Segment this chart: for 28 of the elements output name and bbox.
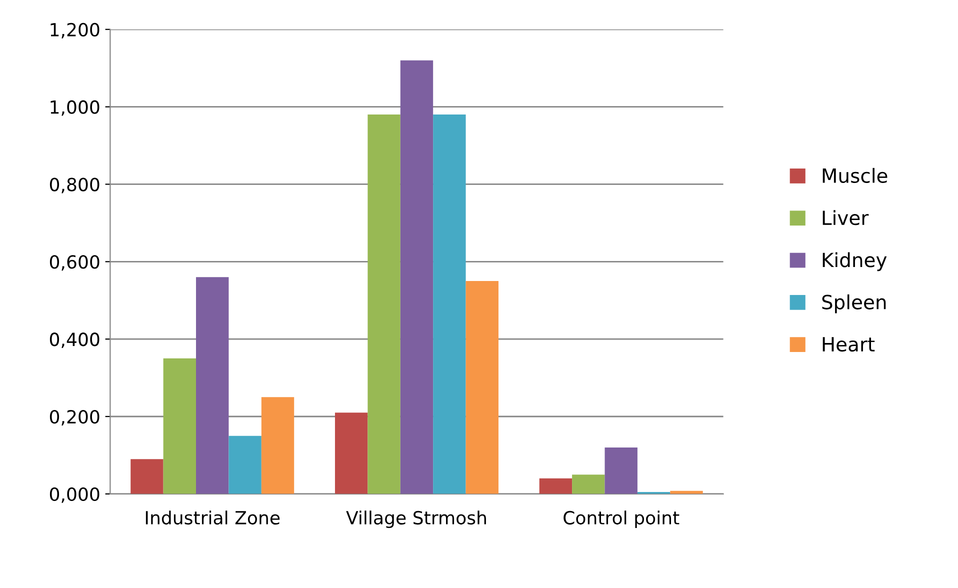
x-tick-label: Control point — [564, 510, 680, 528]
y-tick-label: 0,400 — [50, 332, 100, 348]
y-tick-label: 0,000 — [50, 487, 100, 503]
legend-label: Liver — [822, 210, 869, 226]
bar — [572, 474, 605, 494]
legend-label: Muscle — [822, 168, 888, 183]
bar — [466, 281, 498, 494]
bar — [334, 412, 368, 494]
bar — [261, 397, 294, 494]
y-tick-label: 0,800 — [50, 178, 100, 194]
y-tick-label: 1,000 — [50, 100, 100, 116]
bar — [604, 447, 638, 494]
x-tick-label: Industrial Zone — [146, 510, 280, 525]
bar — [130, 459, 164, 494]
legend-label: Kidney — [822, 252, 887, 272]
legend-label: Spleen — [822, 294, 886, 314]
y-tick-label: 1,200 — [50, 22, 100, 38]
y-tick-label: 0,200 — [50, 410, 100, 426]
bar — [433, 114, 466, 494]
y-tick-label: 0,600 — [50, 255, 100, 271]
x-tick-label: Village Strmosh — [346, 510, 486, 528]
bar — [400, 60, 434, 494]
bar — [539, 478, 572, 494]
bar — [196, 277, 229, 494]
legend-label: Heart — [822, 337, 875, 352]
bar — [228, 436, 262, 494]
bar — [368, 114, 400, 494]
bar — [163, 358, 196, 494]
